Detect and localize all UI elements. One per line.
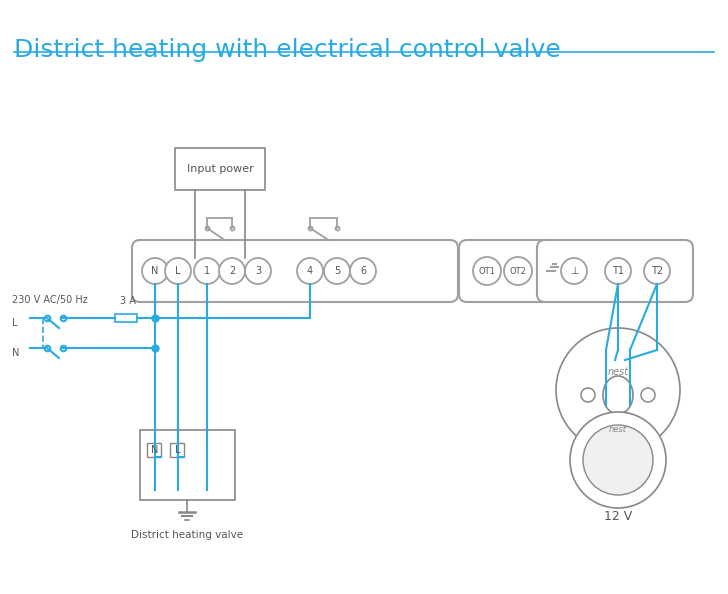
Text: OT1: OT1 bbox=[478, 267, 496, 276]
Circle shape bbox=[324, 258, 350, 284]
Text: 1: 1 bbox=[204, 266, 210, 276]
Text: 2: 2 bbox=[229, 266, 235, 276]
FancyBboxPatch shape bbox=[132, 240, 458, 302]
Text: nest: nest bbox=[609, 425, 627, 434]
Circle shape bbox=[644, 258, 670, 284]
Text: L: L bbox=[175, 266, 181, 276]
Text: T1: T1 bbox=[612, 266, 624, 276]
Text: District heating valve: District heating valve bbox=[131, 530, 243, 540]
Text: N: N bbox=[151, 266, 159, 276]
Circle shape bbox=[194, 258, 220, 284]
Circle shape bbox=[473, 257, 501, 285]
Text: 3: 3 bbox=[255, 266, 261, 276]
Circle shape bbox=[350, 258, 376, 284]
FancyBboxPatch shape bbox=[115, 314, 137, 322]
Circle shape bbox=[641, 388, 655, 402]
Text: 5: 5 bbox=[334, 266, 340, 276]
Circle shape bbox=[581, 388, 595, 402]
Circle shape bbox=[570, 412, 666, 508]
Text: L: L bbox=[175, 445, 181, 455]
Text: 4: 4 bbox=[307, 266, 313, 276]
FancyBboxPatch shape bbox=[140, 430, 235, 500]
FancyBboxPatch shape bbox=[170, 443, 184, 457]
Text: 12 V: 12 V bbox=[604, 510, 632, 523]
Text: OT2: OT2 bbox=[510, 267, 526, 276]
FancyBboxPatch shape bbox=[147, 443, 161, 457]
Circle shape bbox=[556, 328, 680, 452]
Circle shape bbox=[561, 258, 587, 284]
Circle shape bbox=[504, 257, 532, 285]
FancyBboxPatch shape bbox=[537, 240, 693, 302]
Text: T2: T2 bbox=[651, 266, 663, 276]
Text: 230 V AC/50 Hz: 230 V AC/50 Hz bbox=[12, 295, 88, 305]
Circle shape bbox=[165, 258, 191, 284]
Circle shape bbox=[605, 258, 631, 284]
Text: District heating with electrical control valve: District heating with electrical control… bbox=[14, 38, 561, 62]
FancyBboxPatch shape bbox=[175, 148, 265, 190]
Text: nest: nest bbox=[607, 367, 628, 377]
Circle shape bbox=[142, 258, 168, 284]
FancyBboxPatch shape bbox=[459, 240, 555, 302]
Text: L: L bbox=[12, 318, 17, 328]
Text: ⊥: ⊥ bbox=[570, 266, 578, 276]
Circle shape bbox=[219, 258, 245, 284]
Text: 3 A: 3 A bbox=[120, 296, 136, 306]
Text: N: N bbox=[12, 348, 20, 358]
Ellipse shape bbox=[603, 376, 633, 414]
Text: N: N bbox=[151, 445, 159, 455]
Text: Input power: Input power bbox=[186, 164, 253, 174]
Text: 6: 6 bbox=[360, 266, 366, 276]
Circle shape bbox=[245, 258, 271, 284]
Circle shape bbox=[297, 258, 323, 284]
Circle shape bbox=[583, 425, 653, 495]
